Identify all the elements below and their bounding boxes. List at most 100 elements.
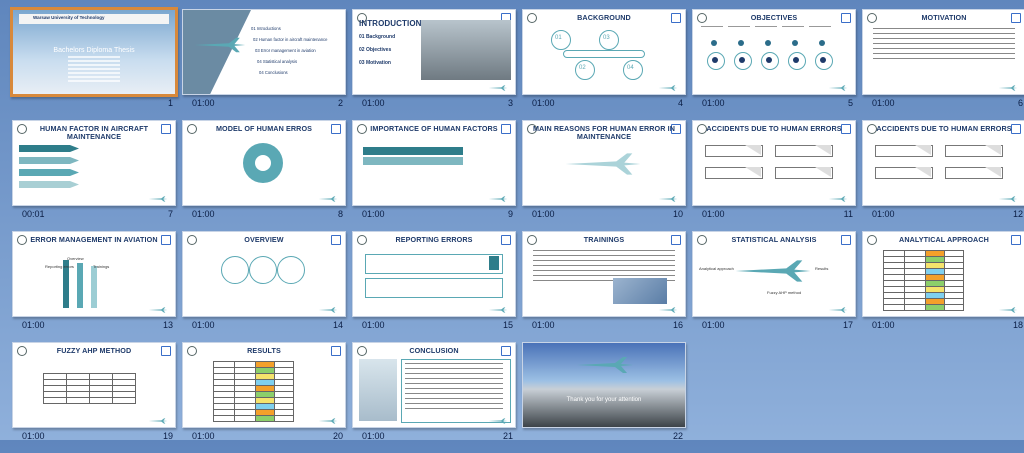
text-line	[809, 26, 831, 27]
step-circle	[623, 60, 643, 80]
slide-timing: 01:00	[192, 431, 215, 441]
slide-slot-4[interactable]: BACKGROUND 01 02 03 04 01:00 4	[522, 9, 687, 120]
report-marker	[489, 256, 499, 270]
accident-box	[705, 167, 763, 179]
table-cell	[274, 415, 294, 422]
slide-slot-2[interactable]: 01 Introductions 02 Human factor in aircr…	[182, 9, 347, 120]
institute-logo-icon	[671, 124, 681, 134]
slide-timing: 01:00	[532, 98, 555, 108]
arrow-label: Trainings	[93, 264, 110, 269]
slide-thumbnail[interactable]: FUZZY AHP METHOD	[12, 342, 176, 428]
slide-thumbnail[interactable]: OBJECTIVES	[692, 9, 856, 95]
slide-number: 7	[167, 209, 173, 219]
text-line	[405, 378, 503, 379]
airplane-icon	[148, 418, 168, 424]
university-logo-icon	[697, 13, 707, 23]
slide-slot-6[interactable]: MOTIVATION 01:00 6	[862, 9, 1024, 120]
text-line	[533, 270, 675, 272]
slide-slot-1[interactable]: Warsaw University of Technology Bachelors…	[10, 7, 178, 120]
objective-circle	[734, 52, 752, 70]
text-line	[873, 38, 1015, 40]
table-row	[213, 385, 294, 392]
slide-thumbnail[interactable]: RESULTS	[182, 342, 346, 428]
slide-thumbnail[interactable]: REPORTING ERRORS	[352, 231, 516, 317]
slide-title: Bachelors Diploma Thesis	[53, 47, 135, 54]
university-logo-icon	[527, 235, 537, 245]
objective-dot	[792, 40, 798, 46]
report-box	[365, 278, 503, 298]
arrow-label: Reporting errors	[45, 264, 74, 269]
slide-timing: 01:00	[362, 320, 385, 330]
slide-thumbnail[interactable]: OVERVIEW	[182, 231, 346, 317]
slide-thumbnail[interactable]: INTRODUCTIONS 01 Background 02 Objectives 0…	[352, 9, 516, 95]
airplane-icon	[565, 153, 641, 175]
institute-logo-icon	[331, 235, 341, 245]
slide-slot-13[interactable]: ERROR MANAGEMENT IN AVIATION Overview Repo…	[12, 231, 177, 342]
slide-slot-15[interactable]: REPORTING ERRORS 01:00 15	[352, 231, 517, 342]
slide-number: 6	[1017, 98, 1023, 108]
accident-marker	[985, 167, 1001, 177]
overview-circle	[249, 256, 277, 284]
objective-icon	[820, 57, 826, 63]
slide-slot-21[interactable]: CONCLUSION 01:00 21	[352, 342, 517, 453]
slide-slot-10[interactable]: MAIN REASONS FOR HUMAN ERROR IN MAINTENA…	[522, 120, 687, 231]
slide-thumbnail[interactable]: ACCIDENTS DUE TO HUMAN ERRORS	[862, 120, 1024, 206]
university-logo-icon	[527, 124, 537, 134]
text-line	[873, 48, 1015, 50]
table-cell	[904, 304, 926, 311]
slide-number: 15	[502, 320, 513, 330]
table-row	[883, 304, 964, 311]
slide-slot-3[interactable]: INTRODUCTIONS 01 Background 02 Objectives 0…	[352, 9, 517, 120]
slide-thumbnail[interactable]: HUMAN FACTOR IN AIRCRAFT MAINTENANCE	[12, 120, 176, 206]
text-line	[533, 255, 675, 257]
slide-thumbnail[interactable]: STATISTICAL ANALYSIS Analytical approach R…	[692, 231, 856, 317]
text-line	[755, 26, 777, 27]
university-logo-icon	[187, 346, 197, 356]
slide-number: 21	[502, 431, 513, 441]
slide-slot-8[interactable]: MODEL OF HUMAN ERROS 01:00 8	[182, 120, 347, 231]
agenda-item: 01 Background	[359, 34, 396, 40]
university-logo-icon	[867, 13, 877, 23]
slide-thumbnail[interactable]: Warsaw University of Technology Bachelors…	[10, 7, 178, 97]
university-logo-icon	[357, 235, 367, 245]
slide-slot-19[interactable]: FUZZY AHP METHOD 01:00 19	[12, 342, 177, 453]
airplane-icon	[828, 307, 848, 313]
institute-logo-icon	[841, 124, 851, 134]
slide-thumbnail[interactable]: CONCLUSION	[352, 342, 516, 428]
slide-timing: 01:00	[362, 209, 385, 219]
airplane-icon	[828, 196, 848, 202]
institute-logo-icon	[501, 346, 511, 356]
slide-slot-22[interactable]: Thank you for your attention 22	[522, 342, 687, 453]
text-line	[68, 56, 120, 58]
slide-timing: 01:00	[192, 98, 215, 108]
slide-thumbnail[interactable]: MAIN REASONS FOR HUMAN ERROR IN MAINTENA…	[522, 120, 686, 206]
slide-slot-20[interactable]: RESULTS 01:00 20	[182, 342, 347, 453]
text-line	[405, 363, 503, 364]
slide-slot-16[interactable]: TRAININGS 01:00 16	[522, 231, 687, 342]
slide-slot-12[interactable]: ACCIDENTS DUE TO HUMAN ERRORS 01:00 12	[862, 120, 1024, 231]
airplane-icon	[148, 307, 168, 313]
slide-slot-7[interactable]: HUMAN FACTOR IN AIRCRAFT MAINTENANCE 00:0…	[12, 120, 177, 231]
university-logo-icon	[17, 235, 27, 245]
slide-slot-5[interactable]: OBJECTIVES 01:00 5	[692, 9, 857, 120]
accident-box	[705, 145, 763, 157]
slide-slot-14[interactable]: OVERVIEW 01:00 14	[182, 231, 347, 342]
model-center	[255, 155, 271, 171]
slide-slot-11[interactable]: ACCIDENTS DUE TO HUMAN ERRORS 01:00 11	[692, 120, 857, 231]
slide-thumbnail[interactable]: MOTIVATION	[862, 9, 1024, 95]
slide-thumbnail[interactable]: 01 Introductions 02 Human factor in aircr…	[182, 9, 346, 95]
overview-circle	[277, 256, 305, 284]
airplane-icon	[318, 418, 338, 424]
slide-thumbnail[interactable]: ANALYTICAL APPROACH	[862, 231, 1024, 317]
slide-thumbnail[interactable]: ERROR MANAGEMENT IN AVIATION Overview Repo…	[12, 231, 176, 317]
slide-slot-18[interactable]: ANALYTICAL APPROACH 01:00 18	[862, 231, 1024, 342]
overview-circle	[221, 256, 249, 284]
slide-slot-9[interactable]: IMPORTANCE OF HUMAN FACTORS 01:00 9	[352, 120, 517, 231]
slide-thumbnail[interactable]: ACCIDENTS DUE TO HUMAN ERRORS	[692, 120, 856, 206]
slide-thumbnail[interactable]: IMPORTANCE OF HUMAN FACTORS	[352, 120, 516, 206]
slide-thumbnail[interactable]: MODEL OF HUMAN ERROS	[182, 120, 346, 206]
slide-thumbnail[interactable]: BACKGROUND 01 02 03 04	[522, 9, 686, 95]
slide-thumbnail[interactable]: Thank you for your attention	[522, 342, 686, 428]
slide-thumbnail[interactable]: TRAININGS	[522, 231, 686, 317]
slide-slot-17[interactable]: STATISTICAL ANALYSIS Analytical approach R…	[692, 231, 857, 342]
